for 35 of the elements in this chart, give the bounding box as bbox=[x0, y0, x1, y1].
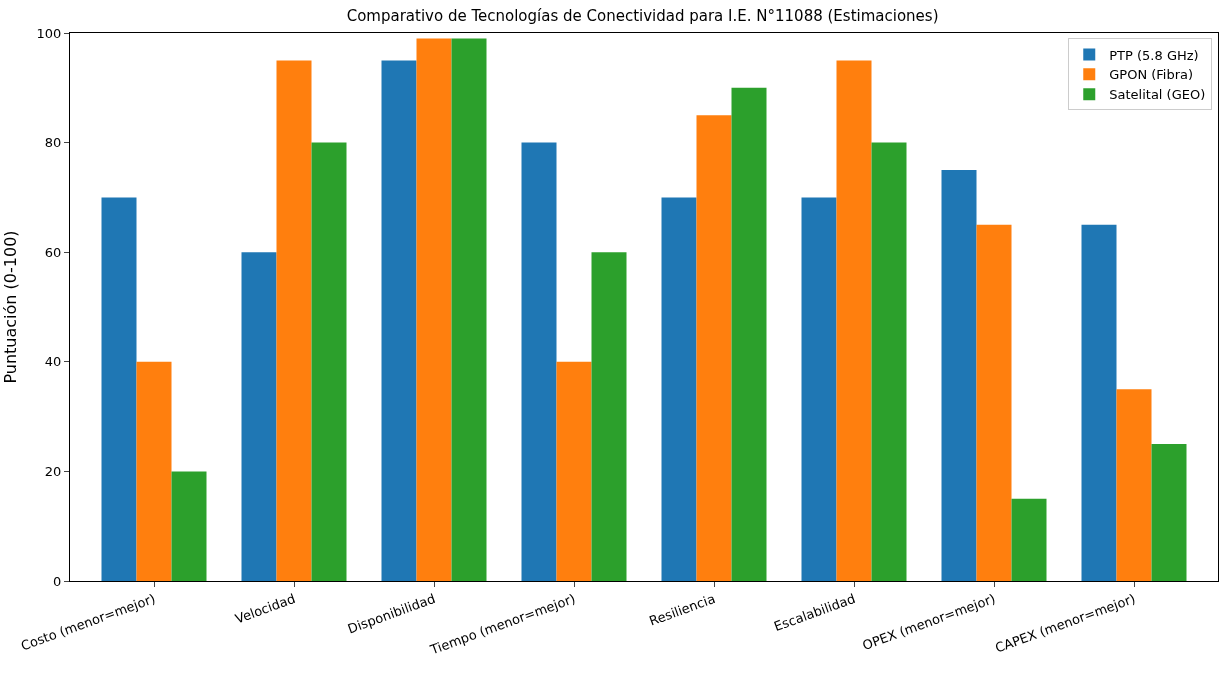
bar bbox=[801, 197, 837, 581]
bar bbox=[101, 197, 137, 581]
bar bbox=[836, 60, 872, 581]
y-tick-label: 100 bbox=[36, 25, 62, 41]
legend-label: Satelital (GEO) bbox=[1109, 87, 1206, 103]
bar bbox=[171, 471, 207, 581]
bar bbox=[1116, 389, 1152, 581]
bar bbox=[311, 142, 347, 581]
bar bbox=[731, 87, 767, 581]
legend-label: GPON (Fibra) bbox=[1109, 67, 1194, 83]
bar bbox=[696, 115, 732, 581]
y-tick-label: 0 bbox=[53, 573, 62, 589]
bar bbox=[976, 224, 1012, 581]
y-axis-title: Puntuación (0-100) bbox=[1, 230, 21, 384]
bar bbox=[416, 38, 452, 581]
bar bbox=[661, 197, 697, 581]
y-tick-label: 40 bbox=[44, 354, 62, 370]
bar bbox=[136, 361, 172, 581]
y-tick-label: 80 bbox=[44, 135, 62, 151]
bar bbox=[241, 252, 277, 581]
bar bbox=[1081, 224, 1117, 581]
bar bbox=[1151, 444, 1187, 581]
bar bbox=[1011, 498, 1047, 581]
legend-label: PTP (5.8 GHz) bbox=[1109, 47, 1199, 63]
y-tick-label: 20 bbox=[44, 463, 62, 479]
y-tick-label: 60 bbox=[44, 244, 62, 260]
bar bbox=[591, 252, 627, 581]
bar bbox=[381, 60, 417, 581]
bar bbox=[871, 142, 907, 581]
bar bbox=[451, 38, 487, 581]
chart-title: Comparativo de Tecnologías de Conectividad para I.E. N°11088 (Estimaciones) bbox=[346, 6, 939, 25]
bar bbox=[276, 60, 312, 581]
bar bbox=[556, 361, 592, 581]
bar bbox=[521, 142, 557, 581]
bar bbox=[941, 170, 977, 581]
